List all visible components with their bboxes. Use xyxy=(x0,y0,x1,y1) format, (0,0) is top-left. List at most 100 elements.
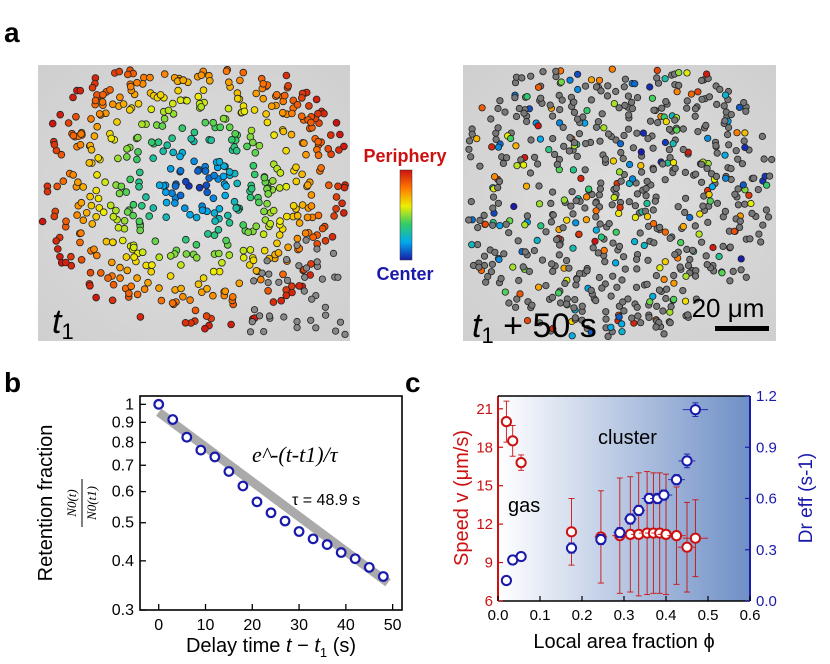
data-point xyxy=(363,561,375,573)
particle-dot xyxy=(587,328,595,336)
particle-dot xyxy=(595,191,604,199)
particle-dot xyxy=(691,272,700,280)
particle-dot xyxy=(92,213,100,221)
particle-dot xyxy=(628,175,637,183)
particle-dot xyxy=(656,264,664,272)
particle-dot xyxy=(171,182,180,190)
data-point xyxy=(515,550,527,563)
particle-dot xyxy=(308,295,316,303)
particle-dot xyxy=(560,142,568,150)
particle-dot xyxy=(654,119,662,127)
particle-dot xyxy=(465,216,473,224)
particle-dot xyxy=(659,160,667,168)
particle-dot xyxy=(130,243,138,252)
particle-dot xyxy=(748,209,756,217)
particle-dot xyxy=(94,194,103,203)
particle-dot xyxy=(69,171,77,179)
particle-dot xyxy=(148,261,156,269)
particle-dot xyxy=(264,278,272,287)
particle-dot xyxy=(645,313,653,321)
particle-dot xyxy=(171,199,179,207)
particle-dot xyxy=(203,284,211,293)
particle-dot xyxy=(250,106,259,114)
particle-dot xyxy=(123,145,131,153)
particle-dot xyxy=(52,237,60,245)
particle-dot xyxy=(301,273,309,281)
particle-dot xyxy=(697,160,706,168)
particle-dot xyxy=(88,220,97,228)
y-right-axis-label: Dr eff (s-1) xyxy=(796,453,817,543)
particle-dot xyxy=(683,97,691,105)
particle-dot xyxy=(525,267,534,276)
particle-dot xyxy=(134,100,143,108)
particle-dot xyxy=(134,148,142,156)
particle-dot xyxy=(573,275,581,283)
particle-dot xyxy=(510,202,518,211)
x-tick-label: 0.6 xyxy=(740,607,761,624)
particle-dot xyxy=(478,104,486,112)
particle-dot xyxy=(666,319,674,327)
x-axis-label: Delay time t − t1 (s) xyxy=(186,635,356,660)
particle-dot xyxy=(202,181,211,190)
particle-dot xyxy=(489,204,497,212)
particle-dot xyxy=(684,311,692,319)
particle-dot xyxy=(697,178,706,186)
particle-dot xyxy=(181,204,189,213)
particle-dot xyxy=(269,206,278,215)
particle-dot xyxy=(297,94,306,102)
particle-dot xyxy=(616,140,625,148)
x-tick-label: 0.0 xyxy=(488,607,509,624)
particle-dot xyxy=(247,184,256,193)
particle-dot xyxy=(535,200,544,208)
particle-dot xyxy=(159,147,168,156)
data-point xyxy=(565,542,578,554)
particle-dot xyxy=(587,76,596,84)
particle-dot xyxy=(555,241,564,249)
particle-dot xyxy=(240,107,249,116)
particle-dot xyxy=(643,177,651,185)
particle-dot xyxy=(136,168,144,177)
particle-dot xyxy=(612,228,620,236)
particle-dot xyxy=(548,188,557,196)
particle-dot xyxy=(473,135,481,143)
particle-dot xyxy=(610,100,618,108)
particle-dot xyxy=(318,224,327,233)
particle-dot xyxy=(709,243,717,252)
particle-dot xyxy=(233,94,242,103)
particle-dot xyxy=(209,118,218,127)
particle-dot xyxy=(282,182,291,191)
particle-dot xyxy=(698,95,706,103)
particle-dot xyxy=(598,284,606,292)
panel-label-c: c xyxy=(405,367,421,398)
particle-dot xyxy=(699,202,707,210)
particle-dot xyxy=(123,153,131,161)
particle-dot xyxy=(581,82,590,90)
particle-dot xyxy=(649,166,658,174)
particle-dot xyxy=(284,243,292,252)
colorbar: Periphery Center xyxy=(363,146,446,284)
particle-dot xyxy=(670,279,678,287)
particle-dot xyxy=(750,174,758,182)
particle-dot xyxy=(239,221,248,229)
particle-dot xyxy=(298,201,307,209)
data-point xyxy=(500,416,512,428)
particle-dot xyxy=(302,236,310,244)
particle-dot xyxy=(318,275,326,283)
particle-dot xyxy=(490,173,499,181)
particle-dot xyxy=(597,233,606,241)
particle-dot xyxy=(527,72,535,80)
particle-dot xyxy=(548,293,557,301)
particle-dot xyxy=(555,251,563,259)
particle-dot xyxy=(154,138,163,147)
particle-dot xyxy=(549,211,557,219)
particle-dot xyxy=(203,188,212,197)
particle-dot xyxy=(704,134,712,142)
particle-dot xyxy=(637,148,645,156)
particle-dot xyxy=(62,217,70,226)
particle-dot xyxy=(691,105,700,113)
particle-dot xyxy=(465,137,474,145)
particle-dot xyxy=(67,261,76,270)
particle-dot xyxy=(160,114,169,123)
particle-dot xyxy=(660,330,668,338)
particle-dot xyxy=(566,76,574,84)
